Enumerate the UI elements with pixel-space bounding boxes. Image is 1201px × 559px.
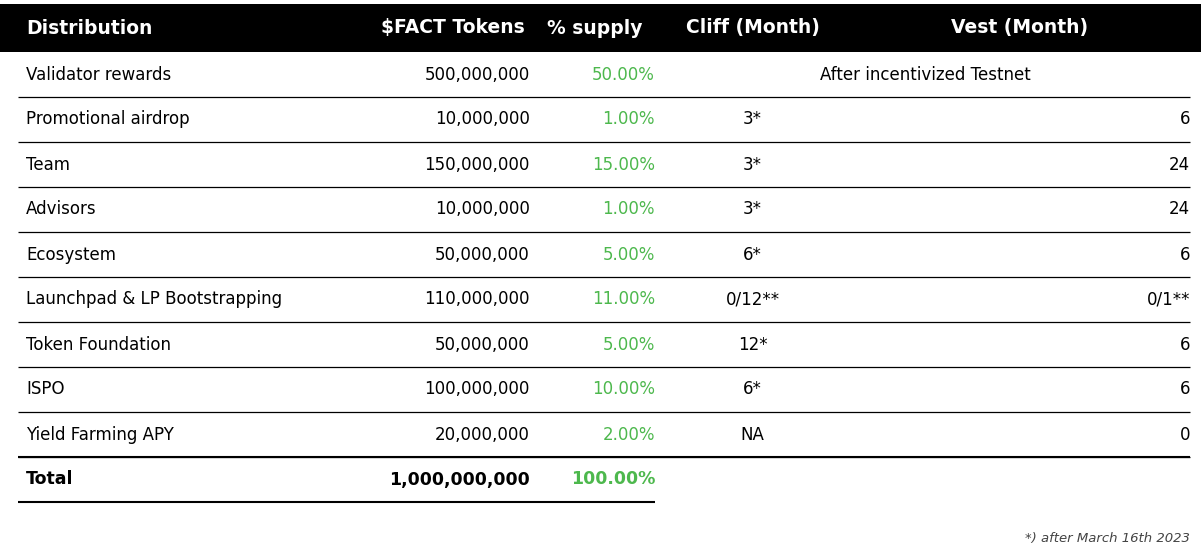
Text: 11.00%: 11.00% — [592, 291, 655, 309]
Text: Validator rewards: Validator rewards — [26, 65, 172, 83]
Text: 3*: 3* — [743, 201, 761, 219]
Text: 6: 6 — [1179, 335, 1190, 353]
Text: $FACT Tokens: $FACT Tokens — [381, 18, 525, 37]
Text: 2.00%: 2.00% — [603, 425, 655, 443]
Text: 1,000,000,000: 1,000,000,000 — [389, 471, 530, 489]
Text: 20,000,000: 20,000,000 — [435, 425, 530, 443]
Text: 5.00%: 5.00% — [603, 245, 655, 263]
Text: 3*: 3* — [743, 155, 761, 173]
Text: 12*: 12* — [737, 335, 767, 353]
Text: Yield Farming APY: Yield Farming APY — [26, 425, 174, 443]
Bar — [0, 4, 1201, 52]
Text: 110,000,000: 110,000,000 — [424, 291, 530, 309]
Text: 50,000,000: 50,000,000 — [435, 245, 530, 263]
Text: Ecosystem: Ecosystem — [26, 245, 116, 263]
Text: 6: 6 — [1179, 245, 1190, 263]
Text: 6*: 6* — [743, 381, 761, 399]
Text: 10,000,000: 10,000,000 — [435, 201, 530, 219]
Text: 0/1**: 0/1** — [1147, 291, 1190, 309]
Text: % supply: % supply — [548, 18, 643, 37]
Text: 150,000,000: 150,000,000 — [425, 155, 530, 173]
Text: 50.00%: 50.00% — [592, 65, 655, 83]
Text: 10,000,000: 10,000,000 — [435, 111, 530, 129]
Bar — [0, 187, 1201, 232]
Text: 24: 24 — [1169, 201, 1190, 219]
Text: 50,000,000: 50,000,000 — [435, 335, 530, 353]
Text: Cliff (Month): Cliff (Month) — [686, 18, 819, 37]
Bar — [0, 142, 1201, 187]
Text: 6: 6 — [1179, 111, 1190, 129]
Text: Vest (Month): Vest (Month) — [951, 18, 1088, 37]
Text: 6*: 6* — [743, 245, 761, 263]
Text: 500,000,000: 500,000,000 — [425, 65, 530, 83]
Text: 10.00%: 10.00% — [592, 381, 655, 399]
Text: Token Foundation: Token Foundation — [26, 335, 171, 353]
Text: NA: NA — [741, 425, 765, 443]
Text: 0/12**: 0/12** — [725, 291, 779, 309]
Bar — [0, 232, 1201, 277]
Bar — [0, 97, 1201, 142]
Text: Total: Total — [26, 471, 73, 489]
Text: 3*: 3* — [743, 111, 761, 129]
Text: *) after March 16th 2023: *) after March 16th 2023 — [1026, 532, 1190, 545]
Text: ISPO: ISPO — [26, 381, 65, 399]
Text: 6: 6 — [1179, 381, 1190, 399]
Text: 1.00%: 1.00% — [603, 201, 655, 219]
Text: 5.00%: 5.00% — [603, 335, 655, 353]
Text: 0: 0 — [1179, 425, 1190, 443]
Text: 15.00%: 15.00% — [592, 155, 655, 173]
Text: 100,000,000: 100,000,000 — [425, 381, 530, 399]
Text: 1.00%: 1.00% — [603, 111, 655, 129]
Text: Launchpad & LP Bootstrapping: Launchpad & LP Bootstrapping — [26, 291, 282, 309]
Bar — [0, 367, 1201, 412]
Bar — [0, 277, 1201, 322]
Text: Promotional airdrop: Promotional airdrop — [26, 111, 190, 129]
Bar — [0, 52, 1201, 97]
Text: Advisors: Advisors — [26, 201, 96, 219]
Text: 24: 24 — [1169, 155, 1190, 173]
Text: Distribution: Distribution — [26, 18, 153, 37]
Text: Team: Team — [26, 155, 70, 173]
Text: 100.00%: 100.00% — [570, 471, 655, 489]
Text: After incentivized Testnet: After incentivized Testnet — [819, 65, 1030, 83]
Bar — [0, 412, 1201, 457]
Bar — [0, 457, 1201, 502]
Bar — [0, 322, 1201, 367]
